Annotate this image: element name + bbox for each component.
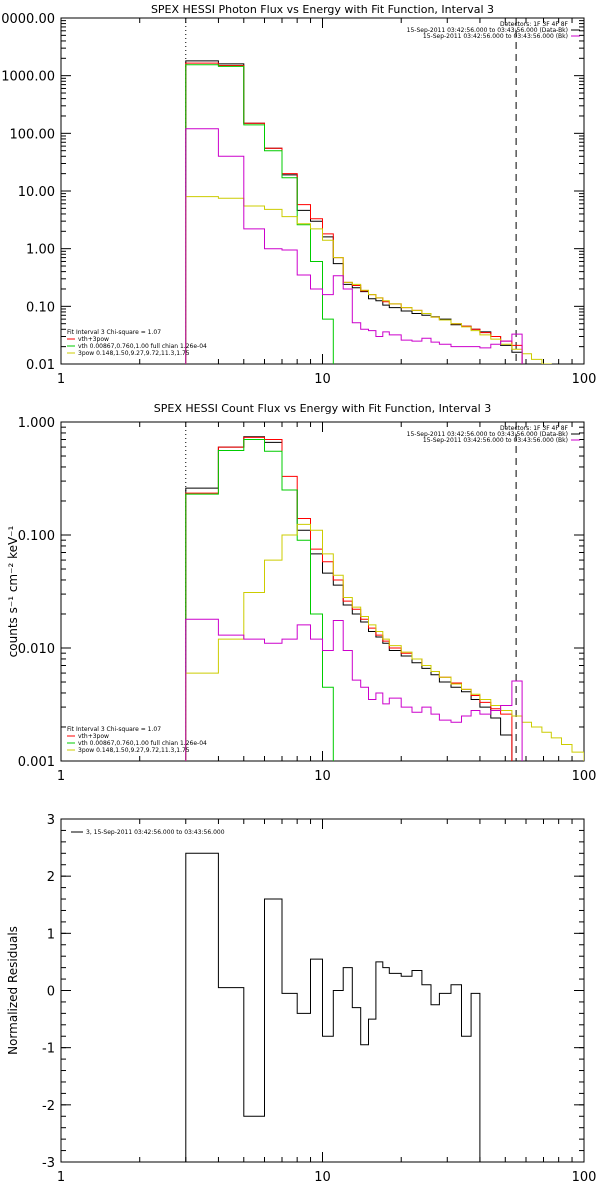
legend-left-text: 3pow 0.148,1.50,9.27,9.72,11.3,1.75 bbox=[78, 350, 190, 357]
y-tick-label: 0.10 bbox=[26, 300, 55, 315]
x-tick-label: 10 bbox=[314, 1170, 331, 1185]
x-tick-label: 1 bbox=[57, 1170, 65, 1185]
legend-right-text: 15-Sep-2011 03:42:56.000 to 03:43:56.000… bbox=[407, 27, 568, 34]
series-histogram bbox=[185, 439, 334, 761]
y-tick-label: -3 bbox=[42, 1156, 55, 1171]
legend-right-text: 15-Sep-2011 03:42:56.000 to 03:43:56.000… bbox=[407, 431, 568, 438]
x-tick-label: 100 bbox=[572, 769, 597, 784]
y-tick-label: 0 bbox=[47, 985, 55, 1000]
y-tick-label: 0.001 bbox=[18, 755, 55, 770]
y-tick-label: -1 bbox=[42, 1042, 55, 1057]
x-tick-label: 100 bbox=[572, 1170, 597, 1185]
series-histogram bbox=[185, 128, 523, 364]
legend-left-text: vth+3pow bbox=[78, 733, 109, 740]
y-tick-label: -2 bbox=[42, 1099, 55, 1114]
series-group bbox=[185, 436, 584, 761]
legend-right-text: 15-Sep-2011 03:42:56.000 to 03:43:56.000… bbox=[423, 437, 568, 444]
x-tick-label: 10 bbox=[314, 372, 331, 387]
y-tick-label: 3 bbox=[47, 813, 55, 828]
legend-left-text: Fit Interval 3 Chi-square = 1.07 bbox=[67, 329, 161, 336]
legend-right-text: 15-Sep-2011 03:42:56.000 to 03:43:56.000… bbox=[423, 33, 568, 40]
count-flux-panel: SPEX HESSI Count Flux vs Energy with Fit… bbox=[6, 402, 597, 784]
series-histogram bbox=[185, 852, 481, 1162]
chart-title: SPEX HESSI Photon Flux vs Energy with Fi… bbox=[151, 3, 494, 16]
legend-left-text: Fit Interval 3 Chi-square = 1.07 bbox=[67, 726, 161, 733]
legend-left-text: vth 0.00867,0.760,1.00 full chian 1.26e-… bbox=[78, 343, 207, 350]
y-axis-label: counts s⁻¹ cm⁻² keV⁻¹ bbox=[6, 525, 20, 657]
legend-right-text: Detectors: 1F 3F 4F 8F bbox=[500, 425, 569, 432]
x-tick-label: 100 bbox=[572, 372, 597, 387]
y-tick-label: 100.00 bbox=[10, 127, 56, 142]
legend-left-text: 3pow 0.148,1.50,9.27,9.72,11.3,1.75 bbox=[78, 747, 190, 754]
series-histogram bbox=[185, 64, 334, 364]
y-tick-label: 1.00 bbox=[26, 243, 55, 258]
y-tick-label: 2 bbox=[47, 870, 55, 885]
x-tick-label: 1 bbox=[57, 372, 65, 387]
y-tick-label: 1000.00 bbox=[1, 70, 55, 85]
series-histogram bbox=[185, 436, 513, 761]
y-tick-label: 1 bbox=[47, 927, 55, 942]
y-tick-label: 0000.00 bbox=[1, 12, 55, 27]
series-histogram bbox=[185, 523, 584, 761]
photon-flux-panel: SPEX HESSI Photon Flux vs Energy with Fi… bbox=[1, 3, 597, 387]
series-histogram bbox=[185, 60, 523, 364]
chart-title: SPEX HESSI Count Flux vs Energy with Fit… bbox=[154, 402, 491, 415]
legend-text: 3, 15-Sep-2011 03:42:56.000 to 03:43:56.… bbox=[86, 829, 225, 836]
series-histogram bbox=[185, 62, 523, 364]
y-tick-label: 0.100 bbox=[18, 529, 55, 544]
residuals-panel: 1 10 100 -3 -2 -1 0 1 2 3 Normalized Residuals 3, 1… bbox=[6, 813, 597, 1185]
y-axis-label: Normalized Residuals bbox=[6, 926, 20, 1055]
series-histogram bbox=[185, 436, 513, 761]
y-tick-label: 1.000 bbox=[18, 416, 55, 431]
y-tick-label: 10.00 bbox=[18, 185, 55, 200]
legend-right-text: Detectors: 1F 3F 4F 8F bbox=[500, 21, 569, 28]
series-histogram bbox=[185, 618, 523, 761]
x-tick-label: 10 bbox=[314, 769, 331, 784]
series-histogram bbox=[185, 196, 552, 364]
series-group bbox=[185, 852, 481, 1162]
legend-left-text: vth+3pow bbox=[78, 336, 109, 343]
legend-left-text: vth 0.00867,0.760,1.00 full chian 1.26e-… bbox=[78, 740, 207, 747]
series-group bbox=[185, 60, 552, 364]
x-tick-label: 1 bbox=[57, 769, 65, 784]
y-tick-label: 0.010 bbox=[18, 642, 55, 657]
y-tick-label: 0.01 bbox=[26, 358, 55, 373]
